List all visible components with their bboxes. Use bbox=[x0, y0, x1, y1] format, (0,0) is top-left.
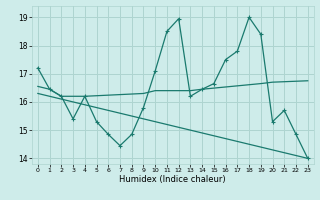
X-axis label: Humidex (Indice chaleur): Humidex (Indice chaleur) bbox=[119, 175, 226, 184]
